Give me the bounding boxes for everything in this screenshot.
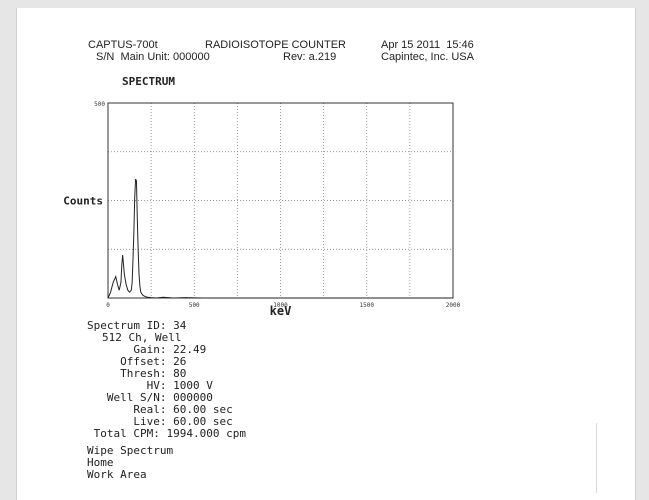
info-well-sn: Well S/N: 000000	[87, 391, 213, 404]
y-tick-label: 500	[94, 101, 105, 108]
section-title: SPECTRUM	[122, 75, 175, 88]
info-real: Real: 60.00 sec	[87, 403, 233, 416]
y-axis-label: Counts	[63, 195, 103, 208]
printout-page: CAPTUS-700t RADIOISOTOPE COUNTER Apr 15 …	[16, 8, 636, 500]
spectrum-line	[107, 178, 453, 299]
x-tick-label: 1000	[273, 302, 288, 309]
location-wipe-spectrum: Wipe Spectrum	[87, 444, 174, 457]
info-total-cpm: Total CPM: 1994.000 cpm	[87, 427, 246, 440]
spectrum-chart: 0 500 1000 1500 2000 500 keV Counts	[63, 101, 461, 318]
info-spectrum-id: Spectrum ID: 34	[87, 319, 187, 332]
location-work-area: Work Area	[87, 468, 147, 481]
x-tick-label: 500	[189, 302, 200, 309]
device-title: RADIOISOTOPE COUNTER	[205, 39, 346, 51]
scan-edge-line	[596, 423, 597, 493]
location-home: Home	[87, 456, 114, 469]
manufacturer: Capintec, Inc. USA	[381, 51, 474, 63]
info-live: Live: 60.00 sec	[87, 415, 233, 428]
info-thresh: Thresh: 80	[87, 367, 187, 380]
info-channels: 512 Ch, Well	[102, 331, 182, 344]
revision: Rev: a.219	[283, 51, 337, 63]
device-model: CAPTUS-700t	[88, 39, 158, 51]
x-axis-label: keV	[270, 304, 292, 318]
print-date: Apr 15 2011 15:46	[381, 39, 474, 51]
x-tick-label: 1500	[360, 302, 375, 309]
x-tick-label: 2000	[446, 302, 461, 309]
x-tick-label: 0	[106, 302, 110, 309]
info-hv: HV: 1000 V	[87, 379, 213, 392]
info-gain: Gain: 22.49	[87, 343, 207, 356]
info-offset: Offset: 26	[87, 355, 187, 368]
serial-main-unit: S/N Main Unit: 000000	[96, 51, 210, 63]
